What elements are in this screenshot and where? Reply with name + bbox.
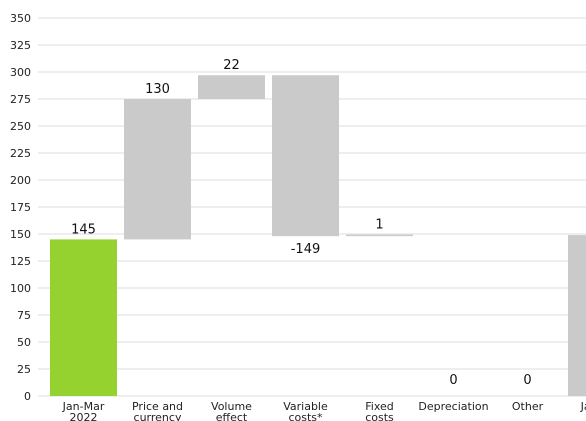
y-tick-label: 50 (17, 336, 31, 349)
data-label: -149 (291, 242, 321, 257)
y-tick-label: 100 (10, 282, 31, 295)
y-axis-ticks: 0 25 50 75 100 125 150 175 200 225 250 275 300 325 350 (10, 12, 31, 403)
y-tick-label: 0 (24, 390, 31, 403)
y-tick-label: 325 (10, 39, 31, 52)
x-axis-categories: Jan-Mar 2022 Price and currency Volume effect… (62, 400, 586, 421)
y-tick-label: 175 (10, 201, 31, 214)
data-label: 1 (375, 218, 383, 233)
bar-2 (198, 75, 265, 99)
y-tick-label: 225 (10, 147, 31, 160)
y-tick-label: 275 (10, 93, 31, 106)
x-category-label: Price and currency (132, 400, 183, 421)
data-label: 0 (523, 373, 531, 388)
x-category-label: Depreciation (418, 400, 488, 413)
y-tick-label: 250 (10, 120, 31, 133)
y-tick-label: 125 (10, 255, 31, 268)
y-tick-label: 75 (17, 309, 31, 322)
y-tick-label: 150 (10, 228, 31, 241)
y-tick-label: 300 (10, 66, 31, 79)
data-label: 0 (449, 373, 457, 388)
x-category-label: Volume effect (211, 400, 252, 421)
x-category-label: Jan-Mar2023 (580, 400, 586, 421)
x-category-label: Other (512, 400, 544, 413)
bars (50, 75, 586, 396)
data-label: 130 (145, 82, 170, 97)
bar-0 (50, 239, 117, 396)
bar-7 (568, 235, 586, 396)
y-tick-label: 350 (10, 12, 31, 25)
x-category-label: Variable costs* (283, 400, 328, 421)
y-tick-label: 25 (17, 363, 31, 376)
bar-1 (124, 99, 191, 240)
data-label: 22 (223, 58, 240, 73)
bar-4 (346, 234, 413, 237)
x-category-label: Jan-Mar 2022 (62, 400, 105, 421)
y-tick-label: 200 (10, 174, 31, 187)
x-category-label: Fixed costs (365, 400, 394, 421)
data-label: 145 (71, 222, 96, 237)
bar-3 (272, 75, 339, 237)
